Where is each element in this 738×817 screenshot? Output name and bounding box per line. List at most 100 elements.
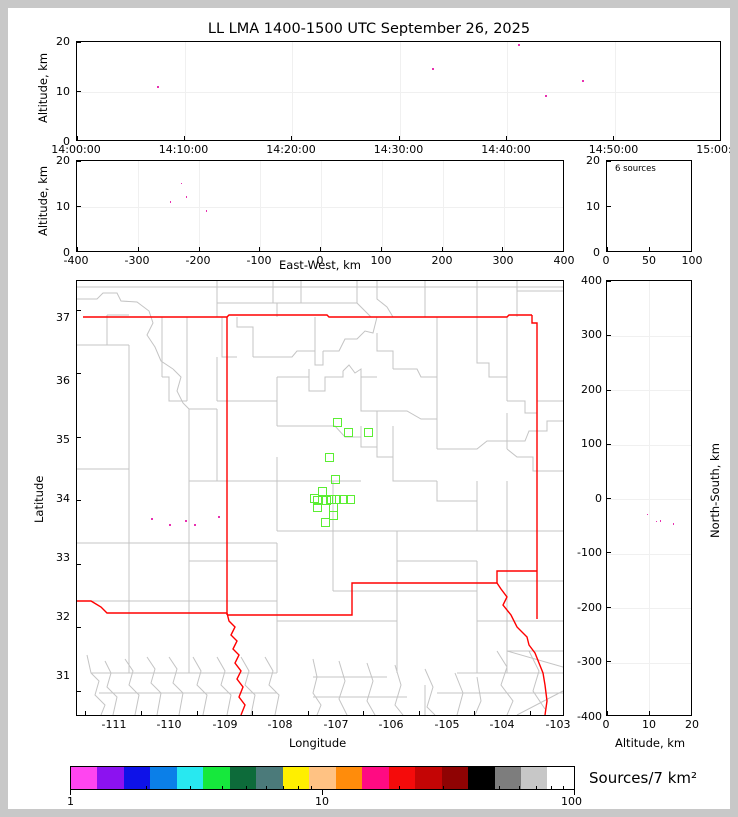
colorbar-swatch bbox=[282, 767, 310, 789]
axis-tick bbox=[77, 136, 78, 140]
axis-tick bbox=[607, 443, 611, 445]
panel-time-altitude bbox=[76, 41, 721, 141]
axis-tick bbox=[77, 140, 81, 141]
xtick-label: 10 bbox=[642, 718, 656, 731]
colorbar-minor-tick bbox=[246, 786, 248, 790]
axis-tick bbox=[77, 563, 81, 565]
xtick-label: 300 bbox=[492, 254, 514, 267]
colorbar-swatch bbox=[335, 767, 363, 789]
gridline bbox=[292, 42, 293, 140]
axis-tick bbox=[77, 373, 81, 375]
source-point bbox=[691, 518, 692, 520]
source-point bbox=[659, 520, 662, 522]
axis-tick bbox=[607, 389, 611, 391]
axis-tick bbox=[720, 136, 721, 140]
xtick-label: 14:10:00 bbox=[158, 143, 209, 156]
source-point bbox=[169, 201, 172, 203]
gridline bbox=[507, 42, 508, 140]
colorbar-swatch bbox=[203, 767, 230, 789]
colorbar-minor-tick bbox=[550, 786, 552, 790]
colorbar-swatch bbox=[441, 767, 469, 789]
colorbar-swatch bbox=[123, 767, 151, 789]
axis-tick bbox=[649, 711, 650, 715]
colorbar-max-label: 100 bbox=[561, 795, 582, 808]
xtick-label: 0 bbox=[602, 718, 610, 731]
xtick-label: 14:50:00 bbox=[588, 143, 639, 156]
xtick-label: -105 bbox=[434, 718, 460, 731]
colorbar-minor-tick bbox=[310, 786, 312, 790]
axis-tick bbox=[607, 247, 608, 251]
gridline bbox=[614, 42, 616, 140]
axis-label-latitude: Latitude bbox=[32, 475, 46, 523]
source-point bbox=[218, 516, 221, 519]
source-point bbox=[655, 520, 658, 523]
xtick-label: 100 bbox=[370, 254, 392, 267]
axis-tick bbox=[607, 498, 611, 499]
ytick-label: 0 bbox=[593, 246, 600, 259]
gridline bbox=[382, 161, 383, 251]
xtick-label: 50 bbox=[642, 254, 656, 267]
colorbar[interactable] bbox=[70, 766, 575, 790]
ytick-label: -100 bbox=[577, 546, 602, 559]
gridline bbox=[649, 281, 650, 715]
gridline bbox=[77, 207, 563, 208]
axis-tick bbox=[77, 206, 81, 207]
colorbar-swatch bbox=[547, 767, 574, 789]
xtick-label: 14:30:00 bbox=[373, 143, 424, 156]
axis-tick bbox=[380, 247, 382, 251]
xtick-label: 14:20:00 bbox=[266, 143, 316, 156]
colorbar-swatch bbox=[362, 767, 389, 789]
source-density-marker bbox=[322, 495, 331, 505]
gridline bbox=[504, 161, 505, 251]
axis-tick bbox=[77, 309, 81, 311]
axis-label-eastwest: East-West, km bbox=[279, 258, 361, 272]
axis-tick bbox=[77, 91, 81, 92]
colorbar-swatch bbox=[256, 767, 283, 789]
ytick-label: 20 bbox=[586, 154, 600, 167]
axis-tick bbox=[418, 711, 420, 715]
axis-label-altitude: Altitude, km bbox=[36, 165, 50, 236]
ytick-label: -200 bbox=[577, 601, 602, 614]
gridline bbox=[399, 42, 401, 140]
colorbar-swatch bbox=[520, 767, 548, 789]
ytick-label: 36 bbox=[56, 374, 70, 387]
axis-tick bbox=[77, 627, 81, 629]
colorbar-swatch bbox=[97, 767, 124, 789]
ytick-label: 0 bbox=[63, 135, 70, 148]
colorbar-tick bbox=[70, 790, 71, 795]
gridline bbox=[443, 161, 444, 251]
axis-tick bbox=[607, 715, 611, 716]
source-density-marker bbox=[317, 486, 327, 496]
ytick-label: 0 bbox=[63, 246, 70, 259]
axis-tick bbox=[252, 711, 254, 715]
axis-tick bbox=[184, 136, 186, 140]
source-point bbox=[185, 520, 188, 523]
xtick-label: -108 bbox=[267, 718, 293, 731]
xtick-label: -110 bbox=[156, 718, 182, 731]
source-density-marker bbox=[330, 475, 340, 484]
gridline bbox=[138, 161, 139, 251]
gridline bbox=[321, 161, 322, 251]
ytick-label: 37 bbox=[56, 311, 70, 324]
colorbar-swatch bbox=[229, 767, 257, 789]
map-geography bbox=[77, 281, 563, 715]
gridline bbox=[260, 161, 261, 251]
axis-tick bbox=[607, 606, 611, 608]
axis-tick bbox=[320, 247, 321, 251]
source-point bbox=[582, 80, 584, 82]
axis-label-altitude: Altitude, km bbox=[615, 736, 686, 750]
ytick-label: 10 bbox=[56, 85, 70, 98]
panel-altitude-histogram: 6 sources bbox=[606, 160, 692, 252]
xtick-label: -111 bbox=[101, 718, 127, 731]
xtick-label: 20 bbox=[685, 718, 699, 731]
axis-tick bbox=[398, 136, 400, 140]
source-density-marker bbox=[328, 503, 338, 512]
source-density-marker bbox=[344, 428, 353, 437]
axis-tick bbox=[85, 711, 87, 715]
xtick-label: 15:00:00 bbox=[696, 143, 730, 156]
ytick-label: 20 bbox=[56, 154, 70, 167]
axis-tick bbox=[363, 711, 365, 715]
axis-tick bbox=[259, 247, 261, 251]
figure-title: LL LMA 1400-1500 UTC September 26, 2025 bbox=[207, 21, 531, 37]
colorbar-minor-tick bbox=[190, 786, 192, 790]
